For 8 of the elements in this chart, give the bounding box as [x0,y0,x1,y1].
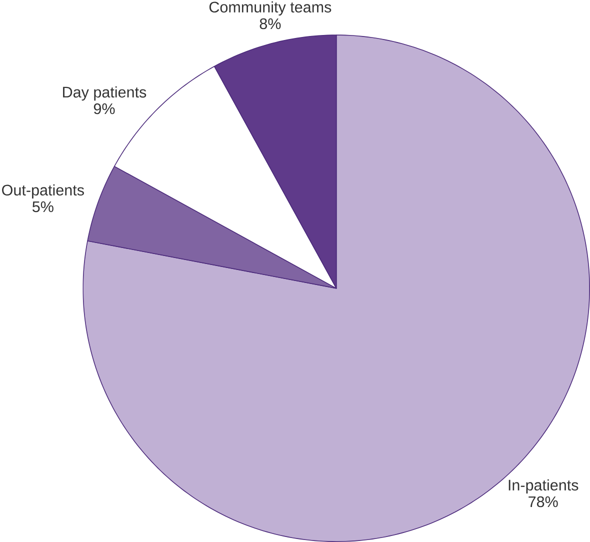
data-label: 9% [94,103,115,114]
slice-label: In-patients [508,479,578,494]
slice-label: Out-patients [2,184,84,199]
slice-label: Day patients [63,86,146,101]
slice-label: Community teams [209,1,332,16]
data-label: 78% [528,496,558,508]
data-label: 5% [32,201,54,212]
data-label: 8% [260,18,281,30]
